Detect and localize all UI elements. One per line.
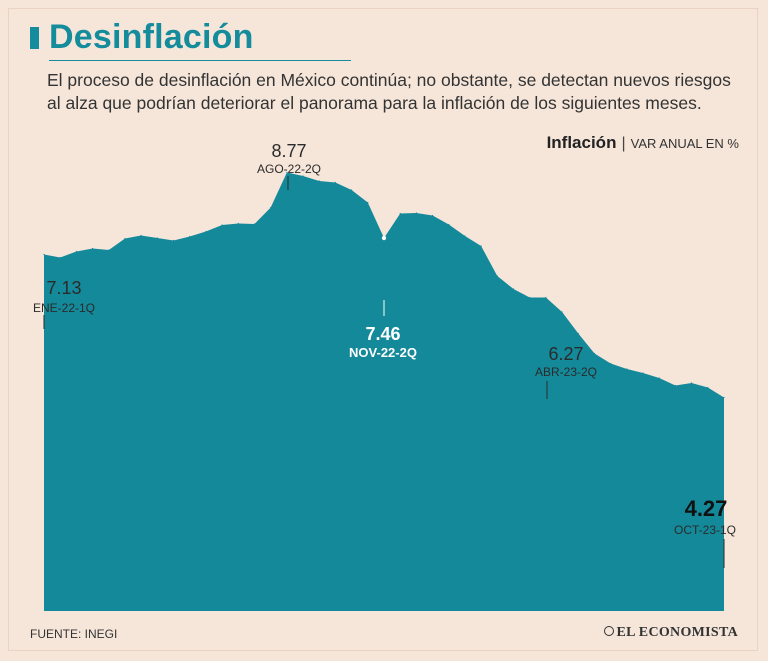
unit-label: VAR ANUAL EN %: [630, 136, 739, 151]
chart-frame: [8, 8, 758, 651]
data-point: [545, 296, 547, 299]
title-accent-bar: [30, 27, 39, 49]
data-point: [351, 189, 353, 191]
data-label-value: 7.13: [46, 278, 81, 298]
data-point: [270, 206, 272, 209]
series-legend: Inflación | VAR ANUAL EN %: [547, 133, 739, 153]
data-point: [92, 247, 94, 250]
data-point: [480, 245, 482, 247]
data-point: [140, 234, 142, 237]
series-label: Inflación: [546, 133, 617, 152]
data-point: [399, 212, 401, 215]
data-point: [108, 249, 110, 251]
inflation-area: [44, 172, 724, 611]
page-subtitle: El proceso de desinflación en México con…: [47, 70, 731, 113]
data-point: [642, 372, 644, 374]
data-point: [496, 275, 498, 277]
data-point: [415, 212, 417, 214]
legend-separator: |: [621, 135, 626, 152]
data-label-date: NOV-22-2Q: [349, 345, 417, 360]
data-point: [448, 223, 450, 226]
brand-globe-icon: [603, 626, 614, 636]
data-point: [512, 288, 515, 290]
data-label-date: AGO-22-2Q: [257, 162, 321, 176]
data-point: [172, 239, 175, 242]
data-point: [318, 180, 320, 182]
data-point: [626, 368, 628, 370]
data-point: [124, 237, 126, 240]
data-point: [286, 171, 288, 174]
data-point: [43, 253, 45, 256]
data-point: [561, 311, 563, 313]
data-point: [464, 235, 466, 237]
data-point: [577, 332, 579, 335]
data-point: [156, 237, 158, 239]
data-label-date: ENE-22-1Q: [33, 301, 95, 315]
source-note: FUENTE: INEGI: [30, 627, 118, 641]
data-point: [610, 362, 612, 365]
data-label-value: 7.46: [365, 324, 400, 344]
title-underline: [49, 60, 351, 61]
data-label-date: OCT-23-1Q: [674, 523, 736, 537]
data-point: [221, 224, 223, 226]
data-point: [674, 384, 677, 387]
data-point: [432, 214, 434, 217]
data-point: [529, 296, 531, 299]
data-point: [59, 256, 61, 259]
data-point: [75, 250, 77, 253]
data-point: [691, 382, 693, 384]
data-label-date: ABR-23-2Q: [535, 365, 597, 379]
chart-marks: [43, 171, 725, 399]
data-point: [302, 175, 304, 177]
data-point: [205, 230, 207, 233]
data-point: [367, 201, 369, 204]
data-label-value: 4.27: [685, 496, 728, 521]
data-point: [334, 181, 336, 184]
annotation-marker: [381, 235, 387, 241]
page-title: Desinflación: [49, 18, 254, 56]
data-point: [707, 386, 709, 389]
data-label-value: 8.77: [271, 141, 306, 161]
data-point: [658, 377, 660, 379]
data-point: [237, 222, 239, 225]
brand-logo: EL ECONOMISTA: [603, 625, 739, 641]
data-point: [723, 396, 725, 399]
data-point: [253, 223, 256, 225]
data-label-value: 6.27: [548, 344, 583, 364]
data-point: [189, 235, 191, 238]
brand-name: EL ECONOMISTA: [616, 625, 738, 640]
data-point: [593, 352, 596, 355]
